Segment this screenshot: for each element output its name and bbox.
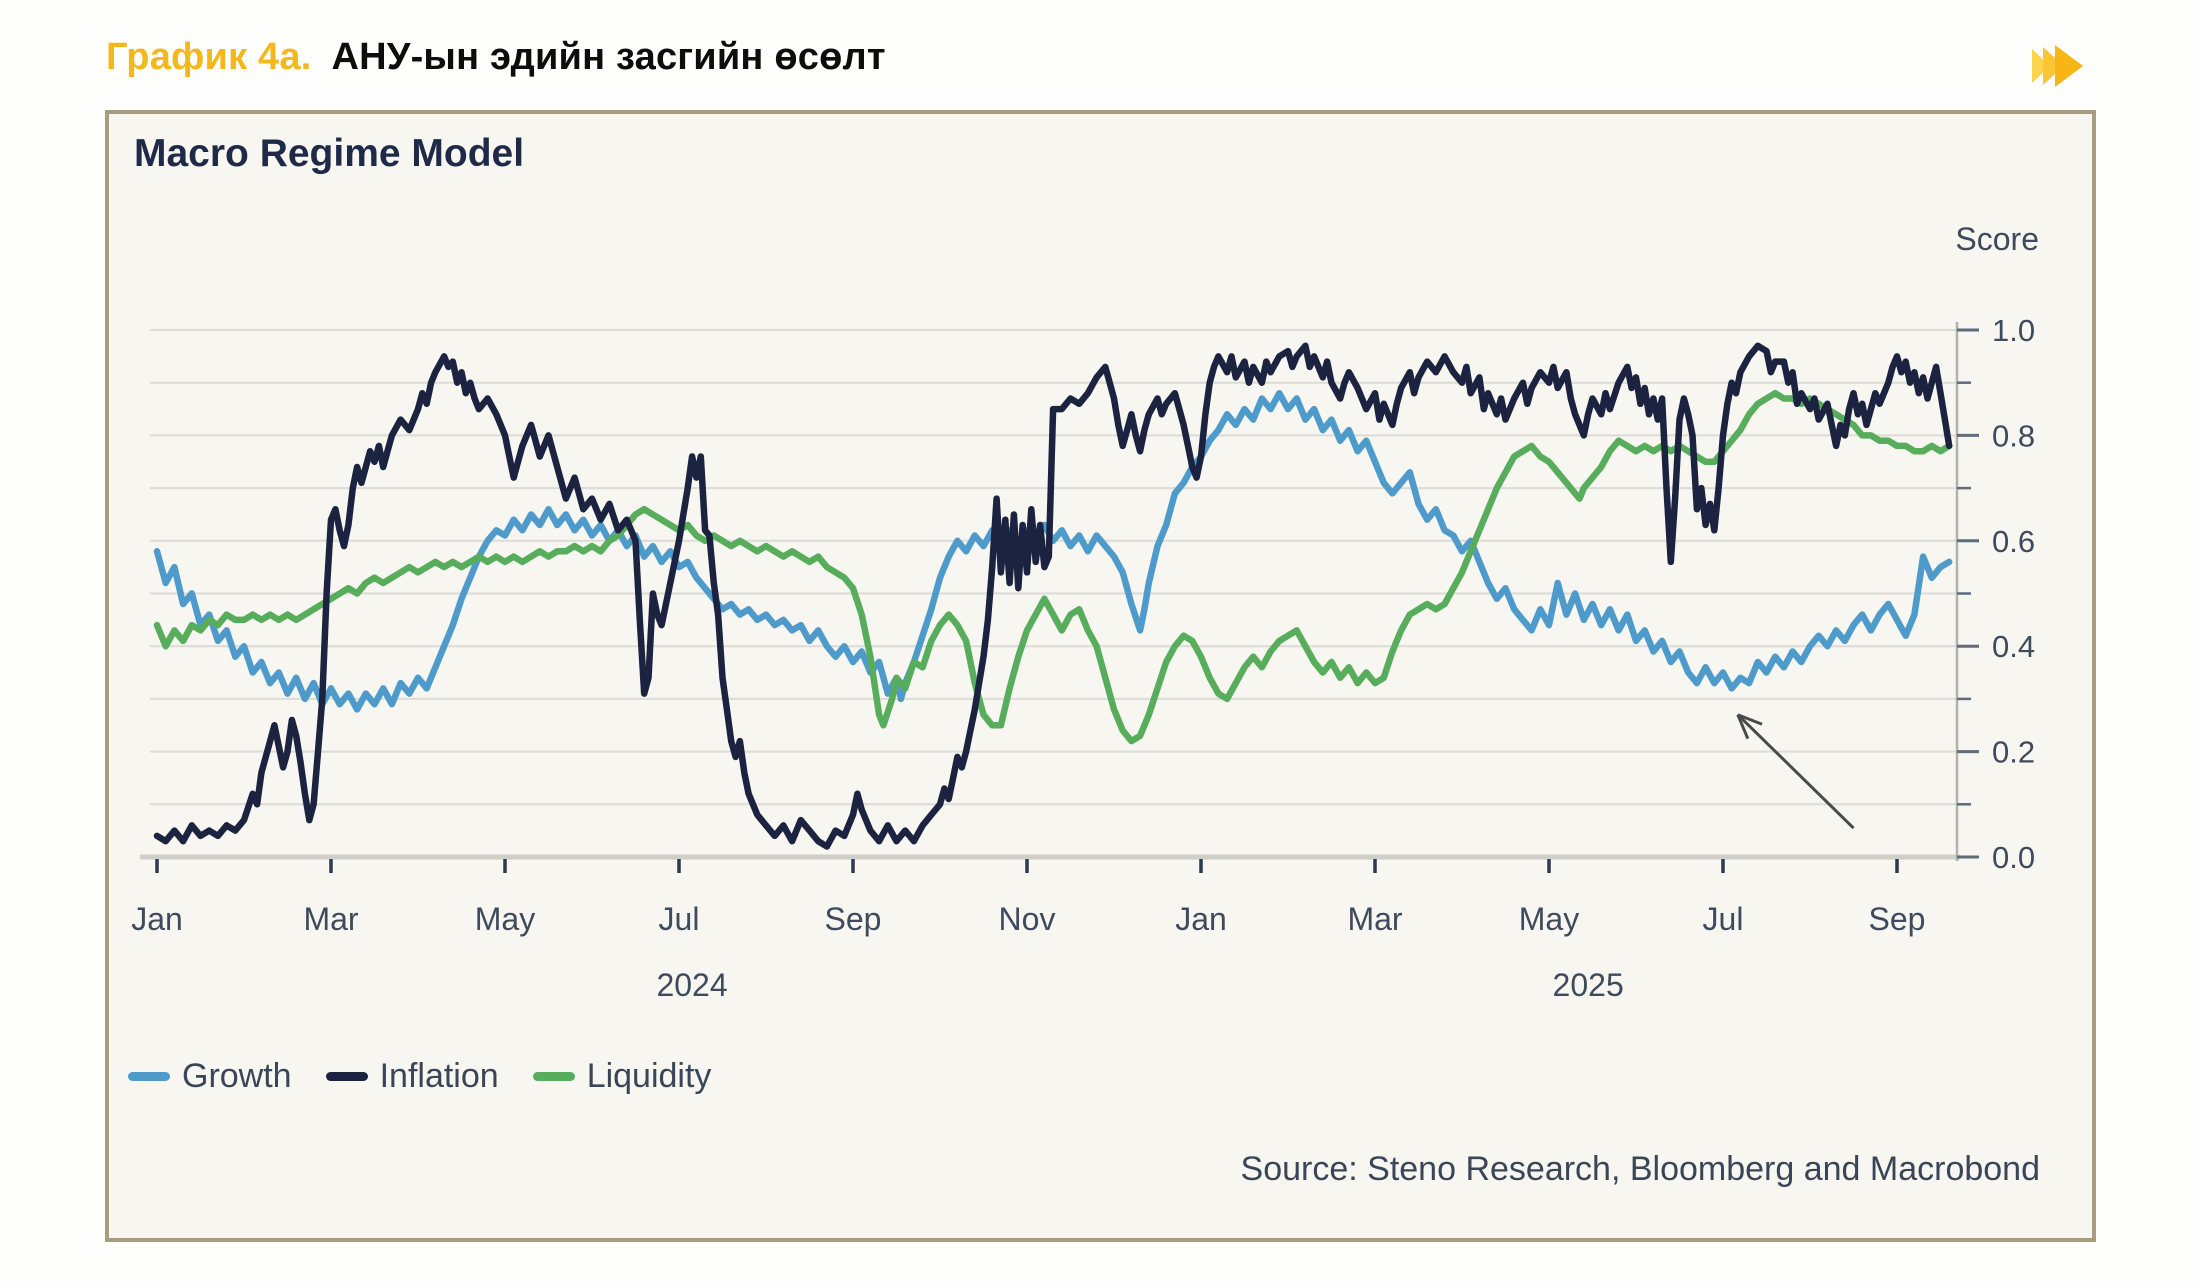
svg-text:0.2: 0.2: [1992, 735, 2035, 770]
svg-text:0.8: 0.8: [1992, 418, 2035, 453]
legend-item-growth: Growth: [128, 1057, 292, 1096]
svg-text:May: May: [475, 901, 535, 937]
inflation-line-swatch: [325, 1072, 368, 1081]
legend: Growth Inflation Liquidity: [128, 1057, 711, 1096]
svg-text:1.0: 1.0: [1992, 313, 2035, 348]
svg-text:Mar: Mar: [1347, 901, 1402, 937]
annotation-arrow: [1736, 713, 1855, 830]
x-axis: Jan Mar May Jul Sep Nov Jan Mar May Jul Sep 2024 202…: [131, 859, 1925, 1003]
legend-label-liquidity: Liquidity: [586, 1057, 712, 1095]
svg-text:0.6: 0.6: [1992, 524, 2035, 559]
svg-text:Jan: Jan: [1175, 901, 1227, 937]
svg-text:Nov: Nov: [999, 901, 1056, 937]
svg-text:0.0: 0.0: [1992, 840, 2035, 875]
legend-item-liquidity: Liquidity: [532, 1057, 712, 1096]
y-axis: 0.0 0.2 0.4 0.6 0.8 1.0: [1955, 313, 2035, 875]
svg-text:2025: 2025: [1553, 967, 1624, 1003]
svg-text:Mar: Mar: [303, 901, 358, 937]
legend-label-inflation: Inflation: [379, 1057, 499, 1095]
liquidity-line-swatch: [532, 1072, 575, 1081]
svg-text:Jul: Jul: [659, 901, 700, 937]
svg-text:May: May: [1519, 901, 1579, 937]
y-axis-title: Score: [1955, 221, 2039, 257]
svg-text:2024: 2024: [656, 967, 727, 1003]
svg-text:Sep: Sep: [1869, 901, 1926, 937]
chart-title: Macro Regime Model: [134, 132, 525, 175]
series-lines: [153, 342, 1953, 850]
figure-number-label: График 4а.: [106, 36, 312, 78]
source-note: Source: Steno Research, Bloomberg and Ma…: [1240, 1150, 2040, 1188]
chart-panel: [105, 110, 2096, 1242]
legend-label-growth: Growth: [182, 1057, 292, 1095]
figure-caption: График 4а. АНУ-ын эдийн засгийн өсөлт: [106, 36, 886, 79]
fast-forward-icon: [2032, 45, 2083, 87]
growth-line-swatch: [128, 1072, 170, 1081]
svg-text:0.4: 0.4: [1992, 629, 2035, 664]
svg-text:Jul: Jul: [1703, 901, 1744, 937]
legend-item-inflation: Inflation: [325, 1057, 499, 1096]
svg-text:Jan: Jan: [131, 901, 183, 937]
svg-text:Sep: Sep: [825, 901, 882, 937]
figure-title: АНУ-ын эдийн засгийн өсөлт: [331, 36, 886, 78]
